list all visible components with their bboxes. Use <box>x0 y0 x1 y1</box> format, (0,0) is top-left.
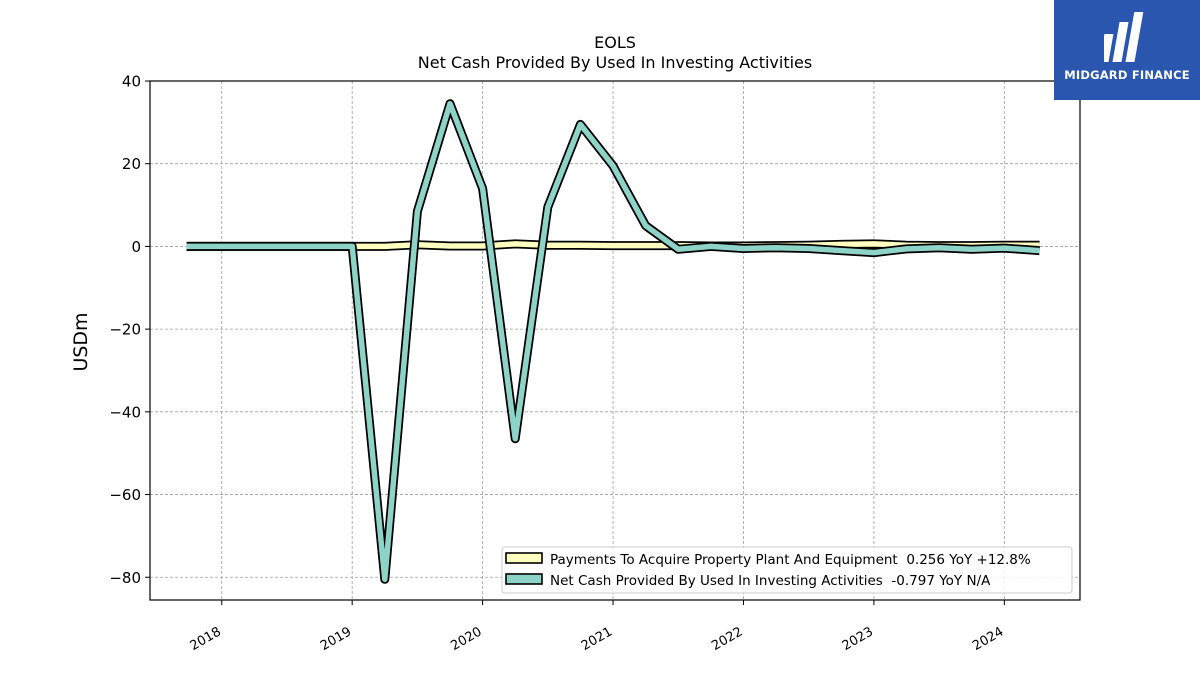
x-tick-label: 2019 <box>318 624 354 654</box>
legend: Payments To Acquire Property Plant And E… <box>501 546 1073 594</box>
brand-logo: MIDGARD FINANCE <box>1054 0 1200 100</box>
plot-frame <box>149 80 1081 601</box>
y-tick-label: −80 <box>109 569 141 587</box>
legend-swatch-investing <box>505 573 543 585</box>
series-lines <box>186 99 1040 584</box>
series-line-investing <box>186 99 1040 584</box>
legend-label-ppe: Payments To Acquire Property Plant And E… <box>550 552 1031 568</box>
x-tick-label: 2023 <box>840 624 876 654</box>
x-tick-label: 2018 <box>188 624 224 654</box>
y-axis-label: USDm <box>70 312 92 371</box>
chart-subtitle: Net Cash Provided By Used In Investing A… <box>418 53 812 72</box>
x-tick-label: 2021 <box>579 624 615 654</box>
y-tick-label: 0 <box>131 238 141 256</box>
x-tick-label: 2024 <box>970 624 1006 654</box>
grid-lines <box>150 80 1080 600</box>
logo-text: MIDGARD FINANCE <box>1064 68 1190 82</box>
x-tick-label: 2020 <box>448 624 484 654</box>
legend-label-investing: Net Cash Provided By Used In Investing A… <box>550 573 991 589</box>
logo-mark-icon <box>1104 12 1144 62</box>
y-tick-label: 40 <box>122 73 141 91</box>
legend-swatch-ppe <box>505 552 543 564</box>
y-tick-label: 20 <box>122 155 141 173</box>
chart-title: EOLS <box>594 33 636 52</box>
y-tick-label: −40 <box>109 403 141 421</box>
legend-box <box>501 546 1073 594</box>
y-tick-label: −60 <box>109 486 141 504</box>
x-tick-label: 2022 <box>709 624 745 654</box>
y-tick-label: −20 <box>109 321 141 339</box>
